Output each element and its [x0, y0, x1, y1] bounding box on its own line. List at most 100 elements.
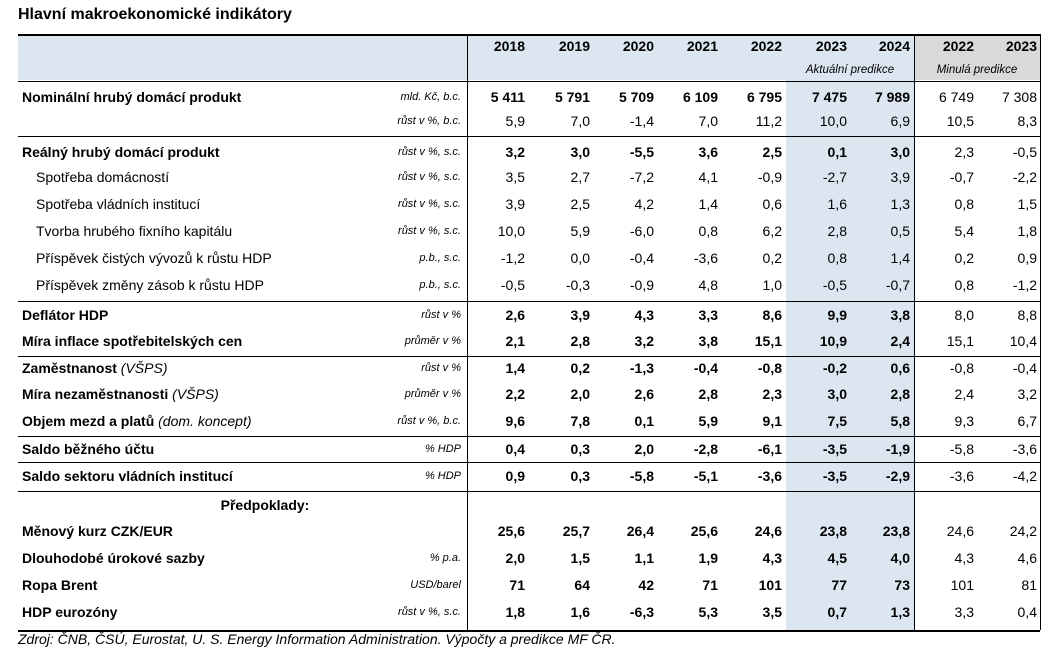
value-cell: 2,1	[505, 333, 525, 349]
row-label-text: HDP eurozóny	[22, 604, 118, 620]
row-label-text: Spotřeba domácností	[36, 169, 170, 185]
value-cell: 5,9	[570, 223, 590, 239]
value-cell: 25,6	[690, 523, 718, 539]
row-label-text: Saldo běžného účtu	[22, 441, 155, 457]
value-cell: -4,2	[1012, 468, 1037, 484]
value-cell: 0,3	[570, 441, 590, 457]
current-forecast-column-shade	[786, 34, 914, 630]
row-label-text: Měnový kurz CZK/EUR	[22, 523, 173, 539]
row-divider	[18, 462, 1040, 463]
value-cell: 2,8	[698, 386, 718, 402]
value-cell: 10,0	[819, 113, 847, 129]
year-header: 2022	[942, 38, 974, 54]
value-cell: 3,0	[890, 144, 910, 160]
row-label-text: Příspěvek čistých vývozů k růstu HDP	[36, 250, 272, 266]
row-label-note: (VŠPS)	[168, 386, 219, 402]
value-cell: 3,5	[762, 604, 782, 620]
row-label: Příspěvek změny zásob k růstu HDP	[36, 277, 264, 293]
value-cell: 1,6	[827, 196, 847, 212]
value-cell: 0,0	[570, 250, 590, 266]
current-forecast-label: Aktuální predikce	[805, 64, 895, 76]
row-unit: růst v %, s.c.	[398, 198, 461, 210]
value-cell: 7 989	[874, 89, 910, 105]
value-cell: 9,1	[762, 413, 782, 429]
value-cell: 6 795	[746, 89, 782, 105]
value-cell: 1,4	[505, 360, 525, 376]
row-label: HDP eurozóny	[22, 604, 117, 620]
value-cell: 81	[1021, 577, 1037, 593]
row-unit: růst v %, s.c.	[398, 171, 461, 183]
value-cell: 5,4	[954, 223, 974, 239]
value-cell: 0,1	[634, 413, 654, 429]
value-cell: -0,2	[822, 360, 847, 376]
value-cell: 15,1	[754, 333, 782, 349]
row-unit: průměr v %	[404, 335, 461, 347]
value-cell: 1,9	[698, 550, 718, 566]
value-cell: 3,3	[954, 604, 974, 620]
value-cell: 0,9	[505, 468, 525, 484]
row-label-text: Deflátor HDP	[22, 307, 109, 323]
value-cell: 71	[509, 577, 525, 593]
year-header: 2023	[1005, 38, 1037, 54]
value-cell: 101	[950, 577, 974, 593]
value-cell: -1,4	[629, 113, 654, 129]
value-cell: 2,4	[890, 333, 910, 349]
value-cell: -0,9	[629, 277, 654, 293]
value-cell: 7,8	[570, 413, 590, 429]
value-cell: 3,6	[698, 144, 718, 160]
value-cell: 1,5	[570, 550, 590, 566]
row-unit: % p.a.	[429, 552, 461, 564]
value-cell: 2,3	[762, 386, 782, 402]
value-cell: 2,0	[505, 550, 525, 566]
value-cell: -6,1	[757, 441, 782, 457]
value-cell: 5 411	[490, 89, 525, 105]
value-cell: 0,8	[954, 196, 974, 212]
value-cell: 0,6	[890, 360, 910, 376]
value-cell: 101	[758, 577, 782, 593]
row-label-text: Saldo sektoru vládních institucí	[22, 468, 233, 484]
value-cell: 3,2	[505, 144, 525, 160]
value-cell: 0,8	[954, 277, 974, 293]
row-divider	[18, 136, 1040, 137]
row-divider	[18, 301, 1040, 302]
row-divider	[18, 436, 1040, 437]
column-divider	[1040, 34, 1041, 630]
value-cell: 2,4	[954, 386, 974, 402]
value-cell: 4,3	[762, 550, 782, 566]
row-unit: průměr v %	[404, 388, 461, 400]
value-cell: -3,6	[757, 468, 782, 484]
value-cell: 26,4	[626, 523, 654, 539]
value-cell: -3,6	[693, 250, 718, 266]
row-label: Saldo sektoru vládních institucí	[22, 468, 233, 484]
value-cell: 2,2	[505, 386, 525, 402]
row-unit: růst v %, s.c.	[398, 606, 461, 618]
row-label-note: (VŠPS)	[116, 360, 168, 376]
row-unit: USD/barel	[410, 579, 461, 591]
row-label-text: Tvorba hrubého fixního kapitálu	[36, 223, 233, 239]
value-cell: -0,9	[757, 169, 782, 185]
value-cell: 5 709	[618, 89, 654, 105]
value-cell: -1,9	[885, 441, 910, 457]
value-cell: -1,2	[500, 250, 525, 266]
value-cell: 7,0	[698, 113, 718, 129]
value-cell: 3,3	[698, 307, 718, 323]
row-label-text: Míra inflace spotřebitelských cen	[22, 333, 243, 349]
row-label-text: Míra nezaměstnanosti	[22, 386, 169, 402]
value-cell: 0,1	[827, 144, 847, 160]
year-header: 2023	[815, 38, 847, 54]
value-cell: -0,5	[500, 277, 525, 293]
value-cell: 4,5	[827, 550, 847, 566]
row-unit: růst v %	[421, 362, 461, 374]
value-cell: 3,5	[505, 169, 525, 185]
value-cell: 2,8	[827, 223, 847, 239]
value-cell: 0,8	[698, 223, 718, 239]
value-cell: 2,6	[505, 307, 525, 323]
value-cell: 10,4	[1009, 333, 1037, 349]
value-cell: -5,8	[629, 468, 654, 484]
value-cell: -3,6	[949, 468, 974, 484]
value-cell: 0,2	[762, 250, 782, 266]
value-cell: 7 475	[811, 89, 847, 105]
row-label: Deflátor HDP	[22, 307, 108, 323]
value-cell: 2,8	[570, 333, 590, 349]
value-cell: -2,9	[885, 468, 910, 484]
